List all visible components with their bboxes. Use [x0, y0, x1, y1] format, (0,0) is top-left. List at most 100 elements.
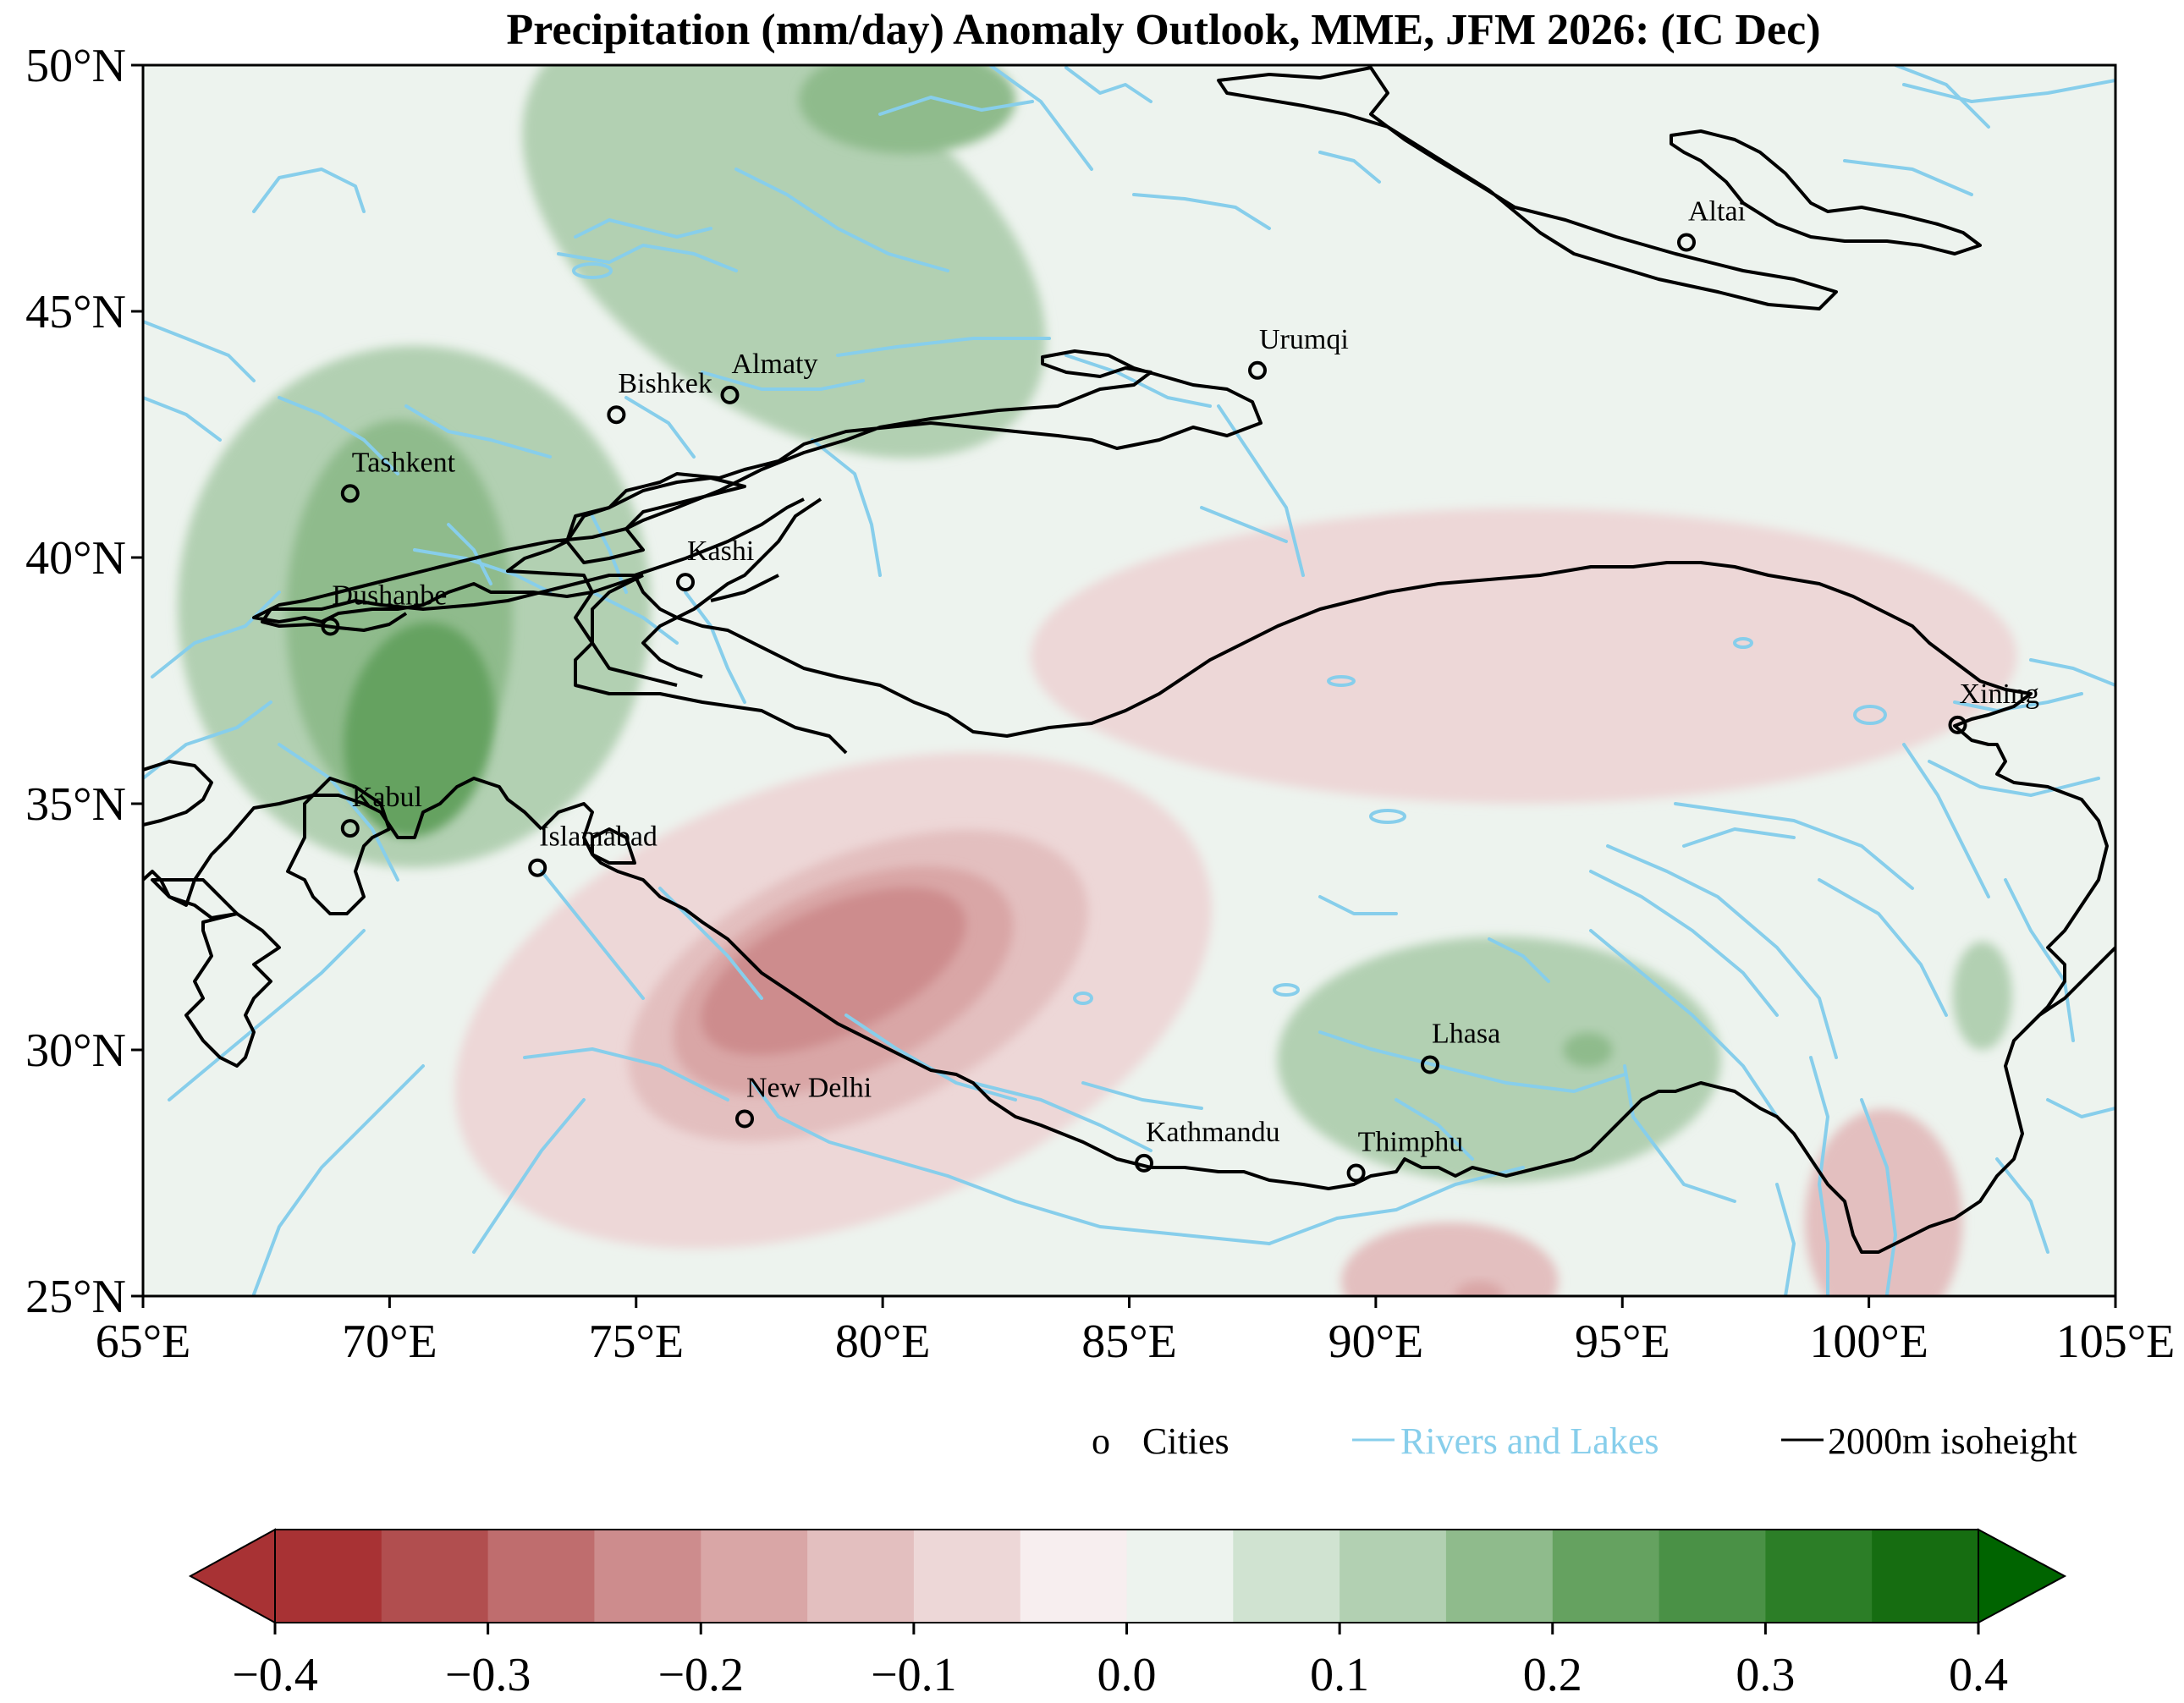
city-marker	[1421, 1055, 1439, 1074]
city-xining: Xining	[1948, 678, 2039, 734]
colorbar-bin	[913, 1530, 1021, 1623]
city-urumqi: Urumqi	[1248, 324, 1349, 380]
anomaly-region	[1455, 1281, 1505, 1296]
city-new-delhi: New Delhi	[735, 1073, 872, 1129]
cities-legend-marker: o	[1092, 1420, 1110, 1462]
city-islamabad: Islamabad	[528, 821, 657, 877]
city-marker	[676, 573, 695, 592]
city-marker	[1948, 715, 1967, 734]
colorbar-bin	[275, 1530, 382, 1623]
city-marker	[340, 819, 360, 838]
city-label: Kathmandu	[1146, 1117, 1280, 1148]
map-axes: 65°E 70°E 75°E 80°E 85°E 90°E 95°E 100°E 105°E 25…	[25, 40, 2175, 1368]
colorbar-under-arrow	[188, 1528, 276, 1624]
anomaly-region	[701, 887, 966, 1055]
rivers-legend-label: Rivers and Lakes	[1400, 1420, 1659, 1462]
anomaly-region	[1030, 508, 2017, 805]
city-almaty: Almaty	[720, 349, 818, 404]
chart-title: Precipitation (mm/day) Anomaly Outlook, …	[506, 6, 1820, 54]
colorbar-bin	[1552, 1530, 1660, 1623]
lon-tick-label: 70°E	[342, 1316, 437, 1368]
anomaly-region	[799, 65, 1016, 154]
city-bishkek: Bishkek	[607, 368, 712, 425]
city-label: Kashi	[687, 536, 754, 567]
colorbar-bin	[487, 1530, 595, 1623]
map-panel: Altai Urumqi Almaty Bishkek Tashkent Kashi Dus…	[143, 65, 2115, 1296]
lon-tick-label: 65°E	[96, 1316, 191, 1368]
map-legend: o Cities Rivers and Lakes 2000m isoheigh…	[1092, 1420, 2077, 1462]
colorbar-bin	[1659, 1530, 1766, 1623]
colorbar-bin	[1233, 1530, 1340, 1623]
colorbar-tick-label: 0.3	[1736, 1649, 1795, 1701]
city-label: Tashkent	[352, 447, 456, 478]
lat-tick-label: 45°N	[25, 286, 126, 338]
colorbar-tick-label: −0.4	[232, 1649, 318, 1701]
anomaly-shading	[177, 65, 2017, 1296]
colorbar-bin	[1126, 1530, 1234, 1623]
colorbar: −0.4 −0.3 −0.2 −0.1 0.0 0.1 0.2 0.3 0.4	[188, 1528, 2067, 1701]
lat-tick-label: 50°N	[25, 40, 126, 92]
anomaly-region	[1341, 1222, 1559, 1296]
lon-tick-label: 90°E	[1329, 1316, 1424, 1368]
rivers-and-lakes	[143, 65, 2115, 1296]
colorbar-bin	[1765, 1530, 1873, 1623]
city-label: Urumqi	[1259, 324, 1349, 355]
colorbar-tick-label: −0.1	[871, 1649, 957, 1701]
colorbar-bin	[1872, 1530, 1979, 1623]
city-marker	[1248, 360, 1267, 380]
city-thimphu: Thimphu	[1346, 1127, 1464, 1183]
colorbar-tick-label: 0.1	[1310, 1649, 1369, 1701]
city-label: Kabul	[352, 782, 422, 813]
colorbar-tick-label: 0.0	[1098, 1649, 1157, 1701]
colorbar-bin	[701, 1530, 808, 1623]
colorbar-bin	[1340, 1530, 1447, 1623]
lon-tick-label: 95°E	[1575, 1316, 1670, 1368]
city-lhasa: Lhasa	[1421, 1019, 1500, 1074]
colorbar-tick-label: −0.3	[445, 1649, 531, 1701]
city-label: Dushanbe	[332, 580, 447, 612]
city-marker	[1135, 1153, 1153, 1173]
anomaly-region	[1277, 937, 1721, 1184]
lat-tick-label: 30°N	[25, 1025, 126, 1077]
cities-legend-label: Cities	[1142, 1420, 1230, 1462]
city-label: Thimphu	[1358, 1127, 1464, 1158]
city-label: Xining	[1960, 678, 2039, 710]
city-marker	[1677, 233, 1696, 252]
city-dushanbe: Dushanbe	[321, 580, 447, 636]
city-altai: Altai	[1677, 196, 1746, 252]
lon-tick-label: 80°E	[835, 1316, 931, 1368]
lon-tick-label: 100°E	[1809, 1316, 1928, 1368]
anomaly-region	[1804, 1108, 1963, 1296]
city-marker	[720, 385, 740, 404]
city-marker	[735, 1109, 754, 1129]
city-label: Almaty	[732, 349, 818, 380]
lon-tick-label: 85°E	[1081, 1316, 1177, 1368]
colorbar-tick-label: 0.4	[1949, 1649, 2008, 1701]
colorbar-bin	[1445, 1530, 1554, 1623]
city-label: Altai	[1688, 196, 1746, 228]
colorbar-tick-label: 0.2	[1523, 1649, 1582, 1701]
city-kashi: Kashi	[676, 536, 754, 592]
city-marker	[340, 484, 360, 503]
city-markers: Altai Urumqi Almaty Bishkek Tashkent Kashi Dus…	[321, 196, 2039, 1183]
lat-tick-label: 40°N	[25, 532, 126, 585]
city-marker	[607, 405, 626, 425]
colorbar-bin	[594, 1530, 701, 1623]
lon-tick-label: 75°E	[588, 1316, 684, 1368]
city-label: Lhasa	[1432, 1019, 1500, 1050]
city-label: Bishkek	[618, 368, 712, 399]
city-tashkent: Tashkent	[340, 447, 456, 503]
lat-tick-label: 25°N	[25, 1271, 126, 1323]
city-label: Islamabad	[539, 821, 657, 853]
colorbar-bin	[381, 1530, 489, 1623]
lat-tick-label: 35°N	[25, 778, 126, 831]
anomaly-region	[344, 622, 495, 838]
city-kathmandu: Kathmandu	[1135, 1117, 1280, 1173]
city-marker	[528, 858, 547, 877]
colorbar-bin	[807, 1530, 915, 1623]
anomaly-region	[1563, 1032, 1613, 1068]
colorbar-bin	[1020, 1530, 1128, 1623]
isoheight-legend-label: 2000m isoheight	[1828, 1420, 2077, 1462]
colorbar-over-arrow	[1978, 1528, 2067, 1624]
